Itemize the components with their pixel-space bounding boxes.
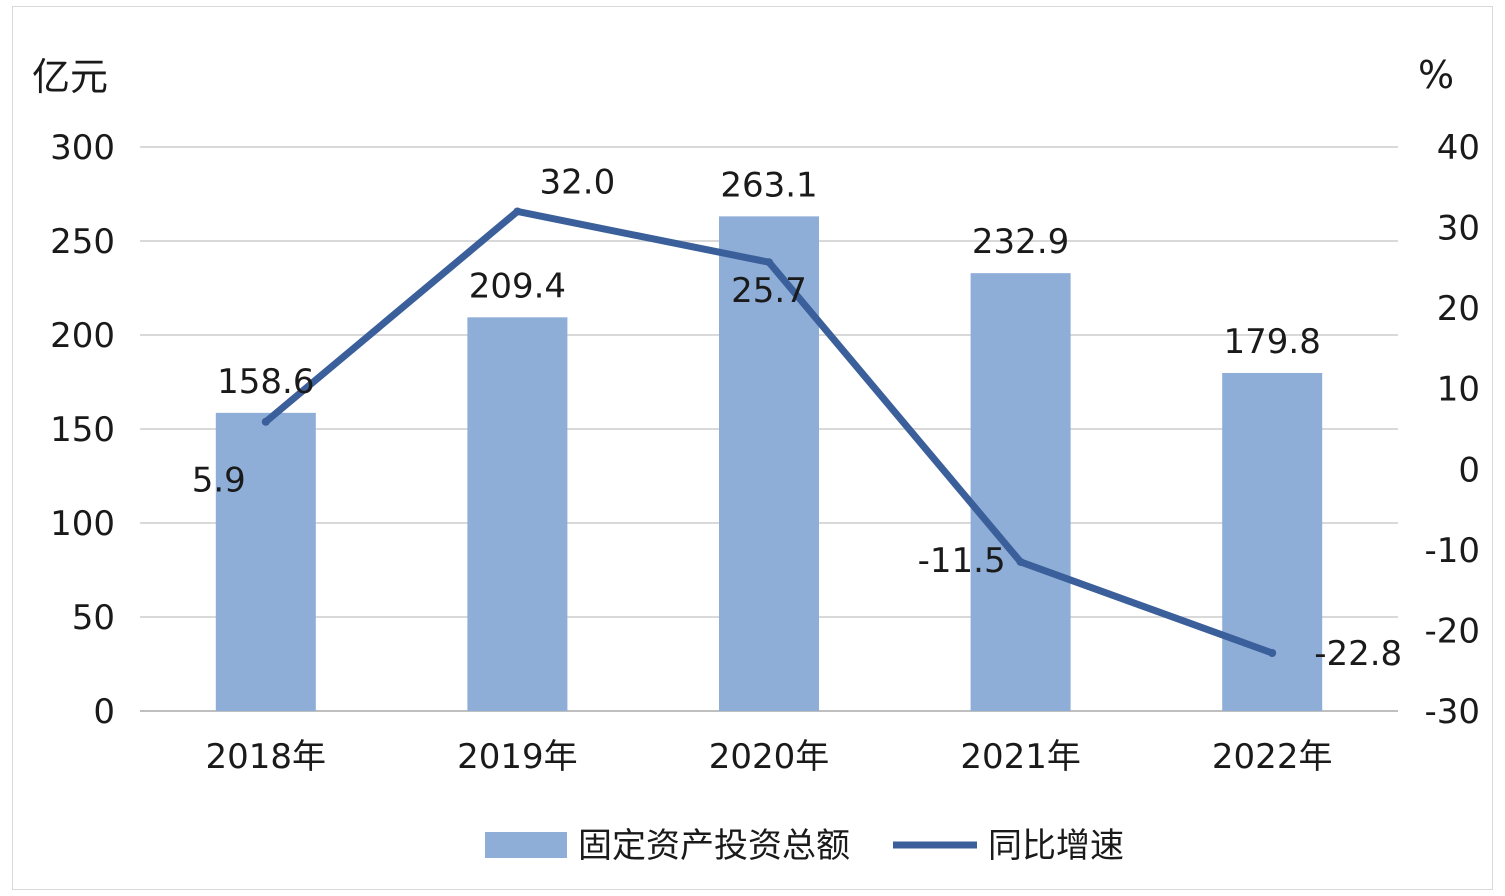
bar-data-label: 209.4 [469,266,566,306]
bar [1222,372,1323,711]
bar-data-label: 263.1 [720,165,817,205]
growth-line-point [1268,648,1277,657]
y-left-tick-label: 300 [50,128,115,168]
legend: 固定资产投资总额 同比增速 [485,826,1124,866]
growth-line-point [513,207,522,216]
legend-label-line: 同比增速 [988,826,1124,866]
bar-data-label: 232.9 [972,222,1069,262]
y-right-tick-label: 0 [1458,450,1480,490]
x-tick-label: 2021年 [960,737,1081,777]
bar-data-label: 179.8 [1224,322,1321,362]
x-tick-label: 2022年 [1212,737,1333,777]
y-right-tick-label: -20 [1424,611,1480,651]
y-left-tick-label: 100 [50,504,115,544]
axes: 亿元 % 0 50 100 150 200 250 300 -30 -20 -10 0 10 20 30 4… [32,53,1480,777]
legend-label-bar: 固定资产投资总额 [578,826,850,866]
right-axis-unit: % [1418,53,1454,97]
growth-line-point [261,417,270,426]
line-data-label: -11.5 [918,541,1006,581]
line-data-label: 5.9 [192,461,246,501]
bar-data-label: 158.6 [217,362,314,402]
x-tick-label: 2018年 [206,737,327,777]
x-tick-label: 2020年 [709,737,830,777]
data-labels: 158.6 209.4 263.1 232.9 179.8 5.9 32.0 25.7 -11.… [192,162,1402,674]
x-tick-label: 2019年 [457,737,578,777]
line-data-label: -22.8 [1314,634,1402,674]
y-left-tick-label: 200 [50,316,115,356]
line-data-label: 25.7 [731,271,807,311]
legend-swatch-bar [485,832,567,858]
y-left-tick-label: 150 [50,410,115,450]
growth-line-point [765,258,773,267]
bar [467,317,568,711]
y-right-tick-label: -10 [1424,531,1480,571]
y-left-tick-label: 50 [72,598,115,638]
y-left-tick-label: 250 [50,222,115,262]
y-right-tick-label: 10 [1437,370,1480,410]
line-data-label: 32.0 [540,162,616,202]
bar [970,273,1071,711]
growth-line-point [1016,557,1025,566]
y-right-tick-label: 40 [1437,128,1480,168]
bars [215,216,1323,711]
y-right-tick-label: -30 [1424,692,1480,732]
y-right-tick-label: 30 [1437,209,1480,249]
y-right-tick-label: 20 [1437,289,1480,329]
y-left-tick-label: 0 [93,692,115,732]
left-axis-unit: 亿元 [32,55,108,99]
bar [215,412,316,711]
growth-line [261,207,1277,657]
